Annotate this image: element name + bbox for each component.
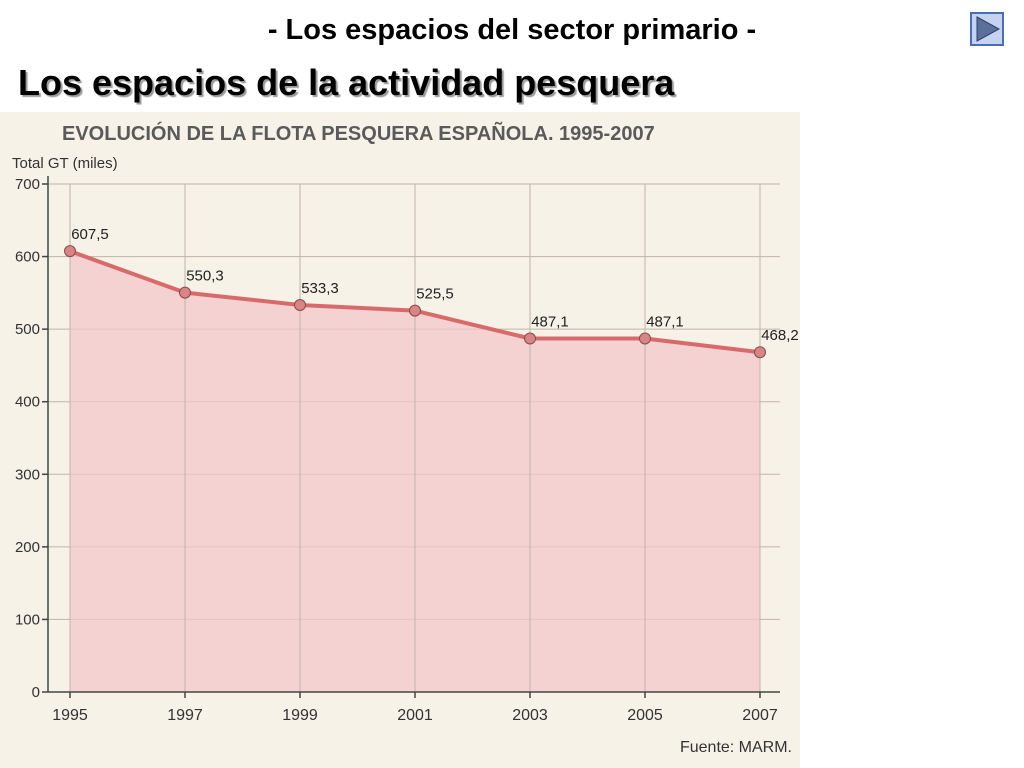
data-label: 525,5 — [416, 286, 454, 303]
y-tick-label: 400 — [15, 394, 40, 411]
y-tick-label: 700 — [15, 176, 40, 193]
y-tick-label: 300 — [15, 466, 40, 483]
next-slide-button[interactable] — [970, 12, 1004, 46]
data-label: 550,3 — [186, 268, 224, 285]
y-tick-label: 0 — [32, 684, 40, 701]
data-label: 533,3 — [301, 280, 339, 297]
y-tick-label: 100 — [15, 611, 40, 628]
data-label: 487,1 — [531, 314, 569, 331]
play-next-icon — [976, 16, 1001, 42]
y-tick-label: 600 — [15, 249, 40, 266]
x-tick-label: 1997 — [167, 707, 203, 724]
slide-title: Los espacios de la actividad pesquera — [18, 62, 675, 103]
chart-title: EVOLUCIÓN DE LA FLOTA PESQUERA ESPAÑOLA.… — [62, 121, 655, 145]
y-tick-label: 200 — [15, 539, 40, 556]
data-label: 487,1 — [646, 314, 684, 331]
chart-source: Fuente: MARM. — [680, 739, 792, 756]
x-tick-label: 2005 — [627, 707, 663, 724]
x-tick-label: 1999 — [282, 707, 318, 724]
x-tick-label: 1995 — [52, 707, 88, 724]
data-point — [524, 332, 536, 345]
data-point — [64, 245, 76, 258]
data-point — [754, 346, 766, 359]
y-tick-label: 500 — [15, 321, 40, 338]
y-axis-label: Total GT (miles) — [12, 155, 118, 172]
line-chart: EVOLUCIÓN DE LA FLOTA PESQUERA ESPAÑOLA.… — [12, 121, 799, 756]
data-point — [179, 286, 191, 299]
x-tick-label: 2003 — [512, 707, 548, 724]
data-point — [294, 298, 306, 311]
x-tick-label: 2007 — [742, 707, 778, 724]
data-label: 607,5 — [71, 226, 109, 243]
data-point — [639, 332, 651, 345]
data-label: 468,2 — [761, 327, 799, 344]
data-point — [409, 304, 421, 317]
chart-figure: EVOLUCIÓN DE LA FLOTA PESQUERA ESPAÑOLA.… — [0, 112, 800, 768]
slide-subtitle: - Los espacios del sector primario - — [267, 14, 757, 46]
x-tick-label: 2001 — [397, 707, 433, 724]
